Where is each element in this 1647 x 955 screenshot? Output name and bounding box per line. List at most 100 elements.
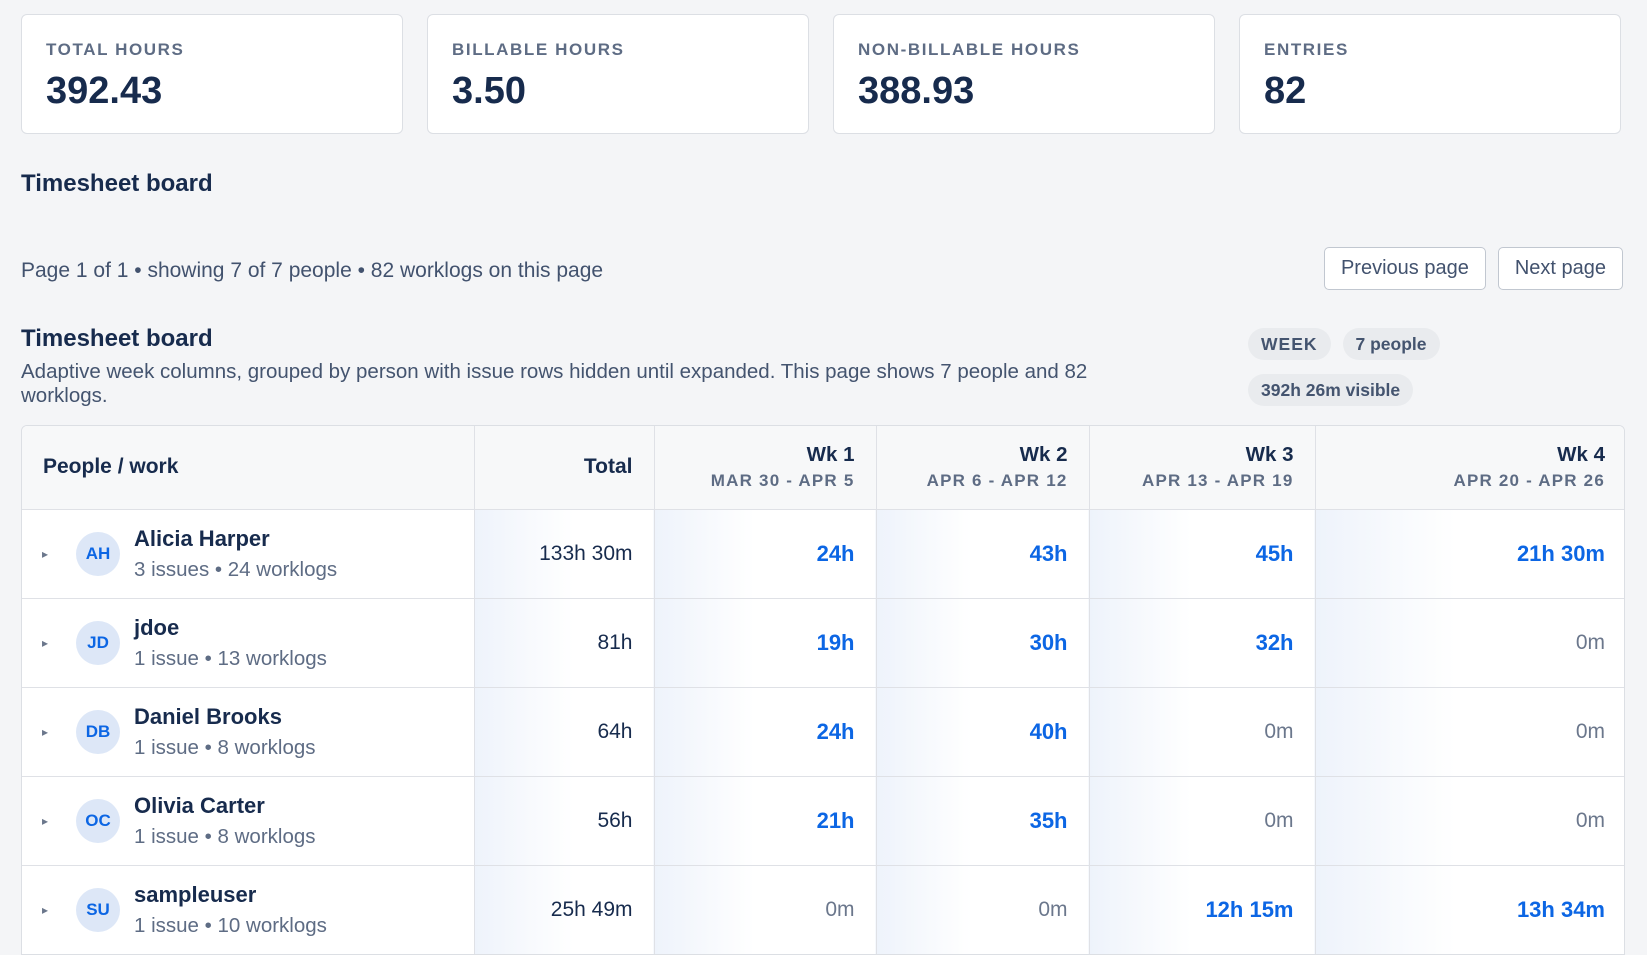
- table-row: ▸ AH Alicia Harper 3 issues • 24 worklog…: [22, 509, 1624, 599]
- chip-view-mode: WEEK: [1248, 328, 1331, 360]
- avatar: DB: [76, 709, 120, 754]
- stat-card-billable-hours: BILLABLE HOURS 3.50: [427, 14, 809, 134]
- week-cell: 0m: [1315, 598, 1624, 688]
- chip-visible-hours: 392h 26m visible: [1248, 374, 1414, 406]
- person-cell: ▸ OC Olivia Carter 1 issue • 8 worklogs: [22, 776, 475, 866]
- week-hours: 24h: [816, 718, 855, 744]
- person-name[interactable]: Alicia Harper: [134, 525, 270, 551]
- table-row: ▸ DB Daniel Brooks 1 issue • 8 worklogs …: [22, 687, 1624, 777]
- column-header-week-4: Wk 4 APR 20 - APR 26: [1315, 426, 1624, 510]
- week-range: APR 6 - APR 12: [926, 471, 1068, 491]
- timesheet-table: People / work Total Wk 1 MAR 30 - APR 5 …: [22, 426, 1624, 954]
- avatar: SU: [76, 887, 120, 932]
- week-cell: 0m: [1089, 687, 1316, 777]
- stat-card-non-billable-hours: NON-BILLABLE HOURS 388.93: [833, 14, 1215, 134]
- week-hours: 21h: [816, 807, 855, 833]
- week-hours: 12h 15m: [1205, 896, 1294, 922]
- week-hours: 24h: [816, 540, 855, 566]
- expand-caret-icon[interactable]: ▸: [42, 546, 49, 561]
- stat-label: BILLABLE HOURS: [452, 40, 625, 59]
- week-label: Wk 3: [1245, 443, 1294, 467]
- stats-row: TOTAL HOURS 392.43 BILLABLE HOURS 3.50 N…: [21, 14, 1621, 134]
- pagination-controls: Previous page Next page: [1323, 247, 1623, 290]
- board-title: Timesheet board: [21, 325, 213, 352]
- board-chips: WEEK 7 people 392h 26m visible: [1248, 328, 1488, 406]
- expand-caret-icon[interactable]: ▸: [42, 724, 49, 739]
- week-cell: 21h 30m: [1315, 509, 1624, 599]
- stat-label: NON-BILLABLE HOURS: [858, 40, 1081, 59]
- week-hours: 0m: [1575, 630, 1605, 654]
- person-meta: 1 issue • 8 worklogs: [134, 824, 316, 848]
- stat-value: 388.93: [858, 70, 975, 112]
- total-cell: 56h: [474, 776, 655, 866]
- week-cell: 19h: [654, 598, 877, 688]
- week-cell: 13h 34m: [1315, 865, 1624, 954]
- person-name[interactable]: Olivia Carter: [134, 792, 265, 818]
- previous-page-button[interactable]: Previous page: [1323, 247, 1486, 290]
- week-hours: 45h: [1255, 540, 1294, 566]
- expand-caret-icon[interactable]: ▸: [42, 813, 49, 828]
- stat-card-total-hours: TOTAL HOURS 392.43: [21, 14, 403, 134]
- person-meta: 3 issues • 24 worklogs: [134, 557, 338, 581]
- chip-people-count: 7 people: [1342, 328, 1440, 360]
- column-header-people: People / work: [22, 426, 475, 510]
- person-name[interactable]: sampleuser: [134, 881, 257, 907]
- week-label: Wk 1: [806, 443, 855, 467]
- person-name[interactable]: jdoe: [134, 614, 180, 640]
- week-cell: 35h: [876, 776, 1090, 866]
- week-cell: 0m: [1089, 776, 1316, 866]
- week-cell: 21h: [654, 776, 877, 866]
- week-cell: 0m: [1315, 776, 1624, 866]
- week-hours: 0m: [825, 897, 855, 921]
- stat-value: 82: [1264, 70, 1307, 112]
- total-cell: 25h 49m: [474, 865, 655, 954]
- person-meta: 1 issue • 8 worklogs: [134, 735, 316, 759]
- expand-caret-icon[interactable]: ▸: [42, 635, 49, 650]
- table-row: ▸ OC Olivia Carter 1 issue • 8 worklogs …: [22, 776, 1624, 866]
- next-page-button[interactable]: Next page: [1497, 247, 1623, 290]
- total-cell: 64h: [474, 687, 655, 777]
- timesheet-board: People / work Total Wk 1 MAR 30 - APR 5 …: [21, 425, 1625, 955]
- week-cell: 32h: [1089, 598, 1316, 688]
- section-title: Timesheet board: [21, 170, 213, 197]
- board-description: Adaptive week columns, grouped by person…: [21, 360, 1088, 407]
- column-header-total: Total: [474, 426, 655, 510]
- week-hours: 0m: [1264, 808, 1294, 832]
- week-hours: 13h 34m: [1516, 896, 1605, 922]
- avatar: OC: [76, 798, 120, 843]
- week-cell: 0m: [876, 865, 1090, 954]
- week-hours: 0m: [1038, 897, 1068, 921]
- week-cell: 12h 15m: [1089, 865, 1316, 954]
- week-label: Wk 4: [1557, 443, 1605, 467]
- stat-value: 3.50: [452, 70, 526, 112]
- person-cell: ▸ SU sampleuser 1 issue • 10 worklogs: [22, 865, 475, 954]
- stat-label: TOTAL HOURS: [46, 40, 185, 59]
- week-hours: 21h 30m: [1516, 540, 1605, 566]
- week-cell: 30h: [876, 598, 1090, 688]
- expand-caret-icon[interactable]: ▸: [42, 902, 49, 917]
- week-hours: 0m: [1575, 808, 1605, 832]
- column-header-week-1: Wk 1 MAR 30 - APR 5: [654, 426, 877, 510]
- stat-card-entries: ENTRIES 82: [1239, 14, 1621, 134]
- week-cell: 43h: [876, 509, 1090, 599]
- stat-label: ENTRIES: [1264, 40, 1349, 59]
- column-header-week-2: Wk 2 APR 6 - APR 12: [876, 426, 1090, 510]
- week-cell: 40h: [876, 687, 1090, 777]
- week-hours: 0m: [1264, 719, 1294, 743]
- total-cell: 81h: [474, 598, 655, 688]
- week-hours: 19h: [816, 629, 855, 655]
- pagination-info: Page 1 of 1 • showing 7 of 7 people • 82…: [21, 259, 604, 282]
- avatar: JD: [76, 620, 120, 665]
- week-hours: 43h: [1029, 540, 1068, 566]
- person-cell: ▸ DB Daniel Brooks 1 issue • 8 worklogs: [22, 687, 475, 777]
- week-cell: 0m: [1315, 687, 1624, 777]
- week-label: Wk 2: [1019, 443, 1068, 467]
- person-meta: 1 issue • 13 worklogs: [134, 646, 327, 670]
- week-hours: 35h: [1029, 807, 1068, 833]
- week-hours: 32h: [1255, 629, 1294, 655]
- week-hours: 40h: [1029, 718, 1068, 744]
- week-cell: 45h: [1089, 509, 1316, 599]
- week-range: APR 20 - APR 26: [1453, 471, 1605, 491]
- person-name[interactable]: Daniel Brooks: [134, 703, 282, 729]
- column-header-week-3: Wk 3 APR 13 - APR 19: [1089, 426, 1316, 510]
